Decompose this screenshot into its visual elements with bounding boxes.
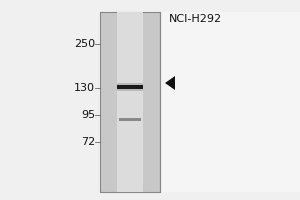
Polygon shape (165, 76, 175, 90)
Bar (117, 83, 143, 91)
Text: 130: 130 (74, 83, 95, 93)
Text: 95: 95 (81, 110, 95, 120)
Bar (160, 12, 300, 192)
Bar (117, 12, 143, 192)
Bar (0, 0, 100, 200)
Bar (119, 118, 141, 121)
Bar (100, 12, 160, 192)
Text: 72: 72 (81, 137, 95, 147)
Text: 250: 250 (74, 39, 95, 49)
Text: NCI-H292: NCI-H292 (168, 14, 222, 24)
Bar (117, 85, 143, 89)
